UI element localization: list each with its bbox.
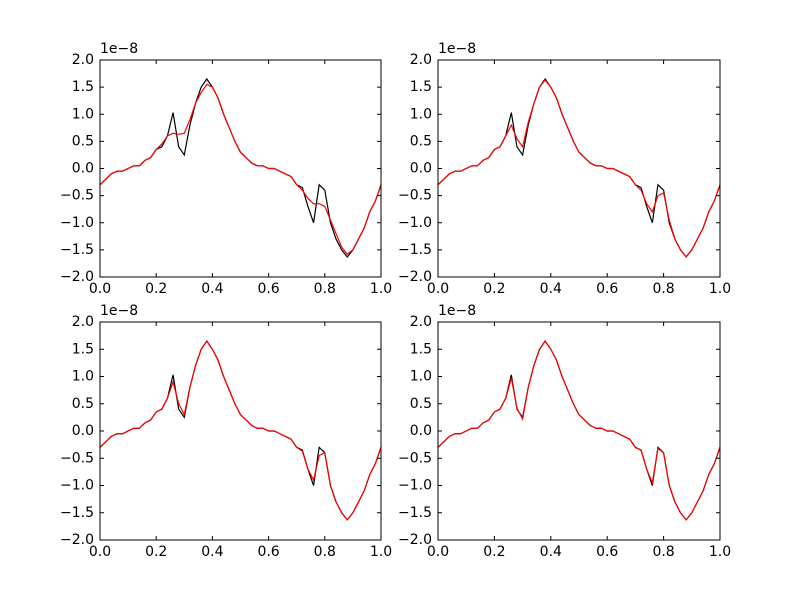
data-line	[99, 83, 382, 256]
y-tick-label: 0.5	[72, 396, 94, 412]
y-tick-label: 0.5	[72, 133, 94, 149]
x-tick-label: 1.0	[370, 544, 392, 560]
x-tick-label: 0.8	[652, 281, 674, 297]
plot-area	[438, 60, 720, 277]
plot-area	[100, 322, 381, 540]
y-tick-label: 1.5	[410, 341, 432, 357]
x-tick-label: 1.0	[709, 281, 731, 297]
y-tick-label: −2.0	[398, 532, 432, 548]
y-tick-label: 1.5	[410, 79, 432, 95]
y-tick-label: 0.0	[72, 423, 94, 439]
y-tick-label: 1.0	[72, 106, 94, 122]
x-tick-label: 0.6	[257, 281, 279, 297]
y-tick-label: −1.0	[60, 478, 94, 494]
x-tick-label: 0.6	[596, 281, 618, 297]
y-tick-label: −0.5	[398, 450, 432, 466]
y-tick-label: 0.0	[72, 161, 94, 177]
data-line	[99, 340, 382, 521]
x-tick-label: 0.2	[483, 544, 505, 560]
y-tick-label: 1.0	[410, 106, 432, 122]
y-tick-label: 2.0	[410, 52, 432, 68]
y-tick-label: 0.5	[410, 396, 432, 412]
y-tick-label: −1.5	[60, 242, 94, 258]
y-tick-label: 1.0	[72, 369, 94, 385]
x-tick-label: 0.2	[145, 281, 167, 297]
y-tick-label: 2.0	[72, 52, 94, 68]
y-tick-label: 2.0	[410, 314, 432, 330]
y-tick-label: 2.0	[72, 314, 94, 330]
plot-area	[100, 60, 381, 277]
x-tick-label: 0.0	[89, 281, 111, 297]
x-tick-label: 0.4	[201, 544, 223, 560]
plot-area	[438, 322, 720, 540]
x-tick-label: 0.0	[427, 281, 449, 297]
y-offset-label: 1e−8	[100, 303, 138, 319]
y-offset-label: 1e−8	[100, 41, 138, 57]
y-offset-label: 1e−8	[438, 303, 476, 319]
y-tick-label: 1.5	[72, 79, 94, 95]
data-line	[437, 79, 721, 258]
x-tick-label: 0.6	[257, 544, 279, 560]
y-tick-label: −1.5	[398, 505, 432, 521]
y-tick-label: −0.5	[398, 188, 432, 204]
y-tick-label: −1.0	[60, 215, 94, 231]
x-tick-label: 1.0	[709, 544, 731, 560]
y-tick-label: −1.5	[60, 505, 94, 521]
x-tick-label: 1.0	[370, 281, 392, 297]
y-tick-label: 0.5	[410, 133, 432, 149]
y-tick-label: −0.5	[60, 188, 94, 204]
y-tick-label: −2.0	[60, 532, 94, 548]
y-tick-label: −0.5	[60, 450, 94, 466]
x-tick-label: 0.2	[483, 281, 505, 297]
y-tick-label: −1.5	[398, 242, 432, 258]
y-tick-label: 1.5	[72, 341, 94, 357]
y-tick-label: 1.0	[410, 369, 432, 385]
y-tick-label: −2.0	[398, 269, 432, 285]
y-tick-label: −2.0	[60, 269, 94, 285]
x-tick-label: 0.8	[314, 281, 336, 297]
x-tick-label: 0.2	[145, 544, 167, 560]
x-tick-label: 0.4	[540, 544, 562, 560]
x-tick-label: 0.6	[596, 544, 618, 560]
x-tick-label: 0.4	[201, 281, 223, 297]
y-offset-label: 1e−8	[438, 41, 476, 57]
x-tick-label: 0.0	[89, 544, 111, 560]
data-line	[437, 340, 721, 521]
y-tick-label: 0.0	[410, 161, 432, 177]
y-tick-label: 0.0	[410, 423, 432, 439]
y-tick-label: −1.0	[398, 478, 432, 494]
x-tick-label: 0.0	[427, 544, 449, 560]
x-tick-label: 0.8	[652, 544, 674, 560]
x-tick-label: 0.4	[540, 281, 562, 297]
y-tick-label: −1.0	[398, 215, 432, 231]
x-tick-label: 0.8	[314, 544, 336, 560]
